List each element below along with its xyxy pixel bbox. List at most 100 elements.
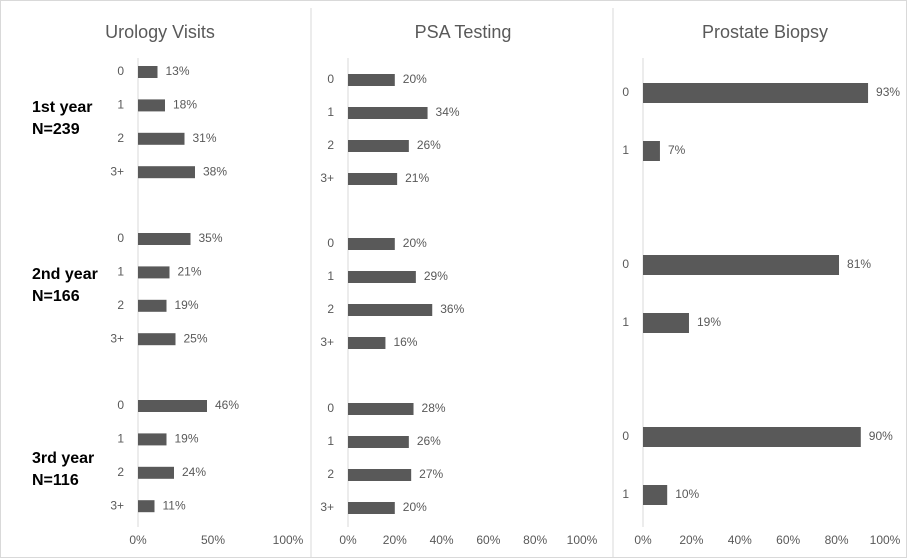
value-label: 7%: [668, 143, 686, 157]
value-label: 18%: [173, 98, 197, 112]
value-label: 35%: [199, 231, 223, 245]
bar: [138, 466, 174, 479]
row-group-n: N=166: [32, 288, 80, 305]
value-label: 34%: [436, 105, 460, 119]
bar: [348, 436, 409, 448]
bar: [348, 74, 395, 86]
value-label: 27%: [419, 467, 443, 481]
bar: [348, 173, 398, 185]
category-label: 3+: [320, 335, 334, 349]
bar: [348, 403, 414, 415]
category-label: 0: [327, 236, 334, 250]
bar: [348, 140, 409, 152]
category-label: 2: [327, 138, 334, 152]
category-label: 1: [327, 434, 334, 448]
value-label: 93%: [876, 85, 900, 99]
category-label: 3+: [110, 331, 124, 345]
bar: [643, 83, 869, 103]
panel-title: Prostate Biopsy: [702, 22, 828, 42]
x-tick-label: 0%: [129, 533, 147, 547]
value-label: 38%: [203, 164, 227, 178]
value-label: 25%: [184, 331, 208, 345]
category-label: 1: [622, 315, 629, 329]
row-group-label: 2nd year: [32, 266, 98, 283]
category-label: 1: [327, 105, 334, 119]
x-tick-label: 100%: [273, 533, 304, 547]
value-label: 11%: [163, 498, 186, 512]
panel-title: Urology Visits: [105, 22, 215, 42]
bar: [138, 433, 167, 446]
bar: [138, 333, 176, 346]
x-tick-label: 60%: [476, 533, 500, 547]
bar: [643, 141, 660, 161]
category-label: 1: [327, 269, 334, 283]
value-label: 24%: [182, 465, 206, 479]
x-tick-label: 40%: [430, 533, 454, 547]
x-tick-label: 0%: [339, 533, 357, 547]
bar: [138, 500, 155, 513]
value-label: 13%: [166, 64, 190, 78]
x-tick-label: 40%: [728, 533, 752, 547]
bar: [348, 469, 412, 481]
bar: [643, 485, 668, 505]
category-label: 1: [117, 265, 124, 279]
value-label: 20%: [403, 236, 427, 250]
bar: [138, 266, 170, 279]
x-tick-label: 80%: [523, 533, 547, 547]
bar: [138, 400, 207, 412]
category-label: 2: [117, 298, 124, 312]
category-label: 0: [327, 72, 334, 86]
value-label: 28%: [422, 401, 446, 415]
value-label: 31%: [193, 131, 217, 145]
value-label: 21%: [405, 171, 429, 185]
x-tick-label: 20%: [679, 533, 703, 547]
category-label: 1: [622, 143, 629, 157]
x-tick-label: 50%: [201, 533, 225, 547]
bar: [348, 107, 428, 119]
bar: [138, 233, 191, 245]
row-group-n: N=116: [32, 472, 79, 489]
category-label: 2: [117, 465, 124, 479]
value-label: 10%: [675, 487, 699, 501]
value-label: 46%: [215, 398, 239, 412]
value-label: 19%: [697, 315, 721, 329]
category-label: 2: [327, 302, 334, 316]
category-label: 3+: [320, 500, 334, 514]
value-label: 81%: [847, 257, 871, 271]
category-label: 0: [622, 85, 629, 99]
value-label: 16%: [393, 335, 417, 349]
category-label: 1: [622, 487, 629, 501]
value-label: 19%: [175, 432, 199, 446]
bar: [138, 99, 165, 112]
bar: [138, 166, 195, 179]
category-label: 1: [117, 432, 124, 446]
value-label: 19%: [175, 298, 199, 312]
value-label: 36%: [440, 302, 464, 316]
bar: [643, 313, 689, 333]
x-tick-label: 0%: [634, 533, 652, 547]
bar: [348, 502, 395, 514]
x-tick-label: 100%: [870, 533, 901, 547]
category-label: 2: [117, 131, 124, 145]
value-label: 26%: [417, 138, 441, 152]
value-label: 29%: [424, 269, 448, 283]
bar: [348, 304, 433, 316]
value-label: 90%: [869, 429, 893, 443]
row-group-label: 3rd year: [32, 450, 94, 467]
x-tick-label: 80%: [825, 533, 849, 547]
bar: [138, 132, 185, 145]
bar: [348, 271, 416, 283]
category-label: 0: [622, 429, 629, 443]
x-tick-label: 60%: [776, 533, 800, 547]
category-label: 0: [117, 231, 124, 245]
value-label: 20%: [403, 500, 427, 514]
bar: [348, 337, 386, 349]
bar: [138, 299, 167, 312]
panel-title: PSA Testing: [415, 22, 512, 42]
category-label: 3+: [110, 164, 124, 178]
value-label: 20%: [403, 72, 427, 86]
category-label: 3+: [320, 171, 334, 185]
bar: [643, 427, 861, 447]
x-tick-label: 100%: [567, 533, 598, 547]
